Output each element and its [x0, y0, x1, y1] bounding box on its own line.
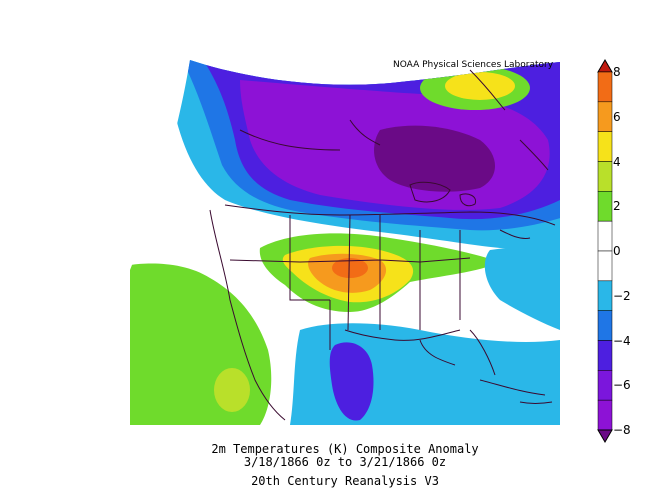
colorbar: [597, 59, 613, 443]
source-label: NOAA Physical Sciences Laboratory: [393, 60, 554, 70]
colorbar-tick-label: 2: [613, 199, 621, 214]
colorbar-band: [597, 191, 613, 222]
warm-ne-yellow: [445, 72, 515, 100]
colorbar-tick-label: −8: [613, 423, 631, 437]
caption-dataset: 20th Century Reanalysis V3: [251, 474, 439, 488]
colorbar-band: [597, 370, 613, 401]
colorbar-tick-label: −6: [613, 378, 631, 393]
colorbar-tick-label: 8: [613, 65, 621, 79]
colorbar-band: [597, 101, 613, 132]
colorbar-band: [597, 340, 613, 371]
colorbar-band: [597, 71, 613, 103]
colorbar-band: [597, 280, 613, 311]
colorbar-band: [597, 310, 613, 341]
colorbar-band: [597, 220, 613, 252]
colorbar-top-arrow: [597, 59, 613, 73]
colorbar-tick-label: 0: [613, 244, 621, 258]
colorbar-tick-label: −4: [613, 333, 631, 348]
boundaries: [209, 69, 556, 421]
colorbar-band: [597, 131, 613, 162]
deep-purple-core: [374, 125, 495, 192]
colorbar-band: [597, 250, 613, 282]
colorbar-tick-label: 6: [613, 109, 621, 124]
colorbar-tick-label: −2: [613, 288, 631, 303]
colorbar-band: [597, 161, 613, 192]
warm-central-red: [332, 258, 368, 278]
colorbar-tick-label: 4: [613, 154, 621, 169]
caption-dates: 3/18/1866 0z to 3/21/1866 0z: [243, 455, 447, 469]
warm-sw-yellow: [214, 368, 250, 412]
cool-south-blue: [329, 342, 374, 421]
caption-title: 2m Temperatures (K) Composite Anomaly: [211, 442, 479, 456]
colorbar-bottom-arrow: [597, 429, 613, 443]
colorbar-band: [597, 399, 613, 431]
cool-east-cyan: [484, 247, 560, 330]
